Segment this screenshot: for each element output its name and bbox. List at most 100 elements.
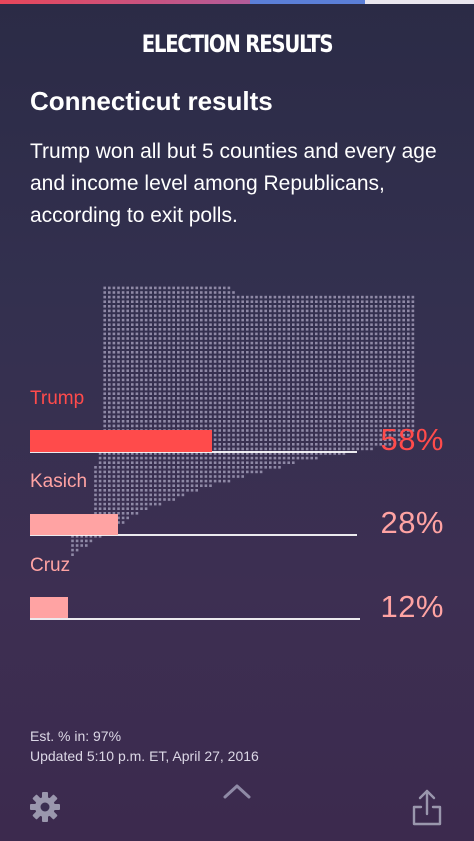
- map-dot: [278, 314, 281, 317]
- map-dot: [117, 498, 120, 501]
- percent-cruz: 12%: [380, 589, 444, 624]
- map-dot: [204, 360, 208, 363]
- map-dot: [351, 406, 355, 409]
- map-dot: [117, 332, 120, 336]
- map-dot: [241, 346, 244, 349]
- map-dot: [333, 300, 336, 303]
- map-dot: [393, 443, 396, 446]
- map-dot: [273, 318, 277, 322]
- map-dot: [236, 387, 240, 391]
- map-dot: [131, 397, 134, 400]
- map-dot: [273, 309, 277, 313]
- map-dot: [126, 406, 129, 409]
- map-dot: [282, 397, 286, 400]
- map-dot: [112, 502, 116, 506]
- map-dot: [144, 479, 148, 483]
- map-dot: [218, 406, 221, 409]
- map-dot: [149, 328, 152, 331]
- map-dot: [310, 318, 313, 322]
- map-dot: [292, 295, 295, 299]
- map-dot: [154, 360, 157, 363]
- map-dot: [108, 341, 111, 345]
- map-dot: [177, 415, 180, 418]
- map-dot: [177, 410, 180, 414]
- map-dot: [167, 415, 171, 418]
- map-dot: [204, 470, 208, 474]
- map-dot: [273, 461, 277, 464]
- map-dot: [200, 323, 203, 326]
- map-dot: [338, 410, 341, 414]
- map-dot: [117, 470, 120, 474]
- map-dot: [218, 341, 221, 345]
- map-dot: [365, 332, 369, 336]
- map-dot: [131, 346, 134, 349]
- map-dot: [402, 387, 405, 391]
- map-dot: [269, 346, 272, 349]
- share-icon[interactable]: [410, 788, 444, 826]
- map-dot: [167, 498, 171, 501]
- map-dot: [227, 443, 231, 446]
- map-dot: [181, 383, 185, 386]
- map-dot: [305, 328, 309, 331]
- map-dot: [140, 498, 143, 501]
- map-dot: [402, 346, 405, 349]
- map-dot: [181, 461, 185, 464]
- map-dot: [135, 355, 139, 359]
- map-dot: [296, 383, 300, 386]
- map-dot: [342, 438, 346, 441]
- map-dot: [310, 337, 313, 340]
- map-dot: [154, 475, 157, 478]
- map-dot: [328, 401, 332, 405]
- map-dot: [250, 364, 254, 368]
- map-dot: [98, 498, 102, 501]
- map-dot: [351, 332, 355, 336]
- map-dot: [333, 346, 336, 349]
- map-dot: [287, 332, 290, 336]
- map-dot: [218, 438, 221, 441]
- map-dot: [131, 479, 134, 483]
- map-dot: [310, 295, 313, 299]
- map-dot: [144, 332, 148, 336]
- map-dot: [278, 355, 281, 359]
- map-dot: [218, 461, 221, 464]
- map-dot: [255, 374, 258, 377]
- map-dot: [103, 415, 106, 418]
- map-dot: [195, 286, 198, 290]
- map-dot: [374, 295, 378, 299]
- map-dot: [397, 378, 401, 382]
- chevron-up-icon[interactable]: [222, 782, 252, 800]
- map-dot: [241, 415, 244, 418]
- map-dot: [144, 470, 148, 474]
- map-dot: [204, 378, 208, 382]
- map-dot: [117, 424, 120, 428]
- map-dot: [140, 332, 143, 336]
- map-dot: [361, 383, 364, 386]
- map-dot: [388, 323, 392, 326]
- map-dot: [131, 461, 134, 464]
- map-dot: [255, 360, 258, 363]
- map-dot: [186, 475, 189, 478]
- map-dot: [112, 456, 116, 460]
- map-dot: [402, 415, 405, 418]
- map-dot: [200, 286, 203, 290]
- map-dot: [319, 364, 323, 368]
- gear-icon[interactable]: [28, 790, 62, 824]
- map-dot: [172, 397, 175, 400]
- map-dot: [356, 443, 359, 446]
- map-dot: [140, 410, 143, 414]
- map-dot: [154, 309, 157, 313]
- map-dot: [167, 364, 171, 368]
- map-dot: [356, 378, 359, 382]
- map-dot: [131, 387, 134, 391]
- map-dot: [227, 387, 231, 391]
- map-dot: [167, 466, 171, 469]
- map-dot: [305, 360, 309, 363]
- map-dot: [131, 493, 134, 497]
- map-dot: [236, 323, 240, 326]
- map-dot: [255, 295, 258, 299]
- map-dot: [131, 452, 134, 455]
- map-dot: [149, 406, 152, 409]
- map-dot: [342, 305, 346, 308]
- map-dot: [227, 452, 231, 455]
- map-dot: [397, 383, 401, 386]
